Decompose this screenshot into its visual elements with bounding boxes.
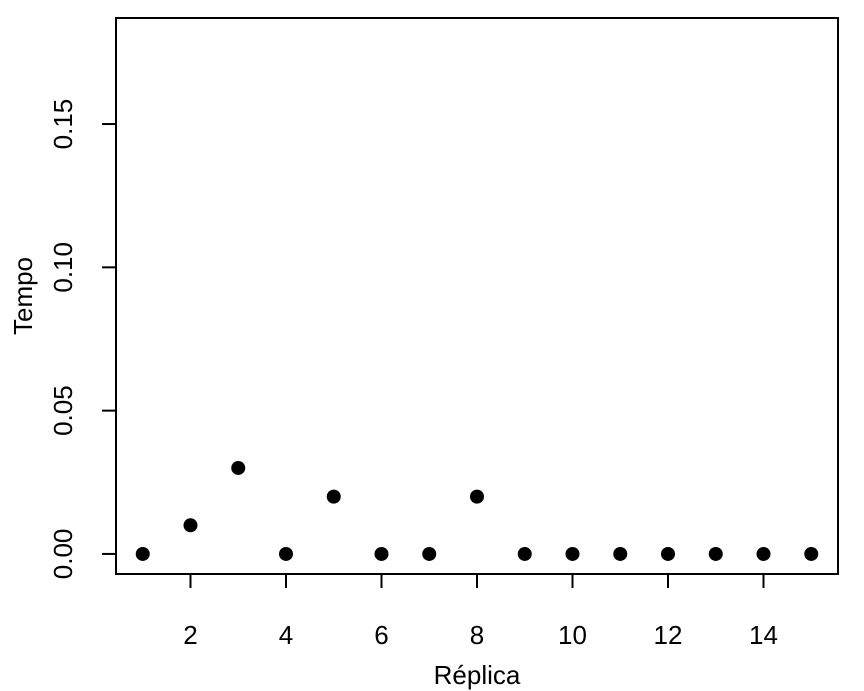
data-point (231, 460, 246, 475)
y-tick-label: 0.05 (48, 385, 78, 436)
data-point (708, 546, 723, 561)
y-axis: 0.00 0.05 0.10 0.15 (48, 99, 117, 580)
x-axis: 2 4 6 8 10 12 14 (183, 573, 778, 650)
data-point (183, 518, 198, 533)
data-point (422, 546, 437, 561)
x-tick-label: 10 (558, 620, 587, 650)
y-tick-label: 0.10 (48, 242, 78, 293)
data-point (470, 489, 484, 504)
data-point (613, 546, 628, 561)
data-point (374, 546, 389, 561)
data-point (756, 546, 771, 561)
x-tick-label: 14 (749, 620, 778, 650)
y-tick-label: 0.15 (48, 99, 78, 150)
data-point (326, 489, 341, 504)
data-points (135, 460, 819, 561)
data-point (565, 546, 580, 561)
x-tick-label: 8 (470, 620, 484, 650)
y-tick-label: 0.00 (48, 529, 78, 580)
y-axis-title: Tempo (8, 257, 38, 335)
x-tick-label: 6 (374, 620, 388, 650)
x-tick-label: 12 (654, 620, 683, 650)
data-point (278, 546, 293, 561)
data-point (135, 546, 150, 561)
x-axis-title: Réplica (434, 660, 521, 690)
data-point (804, 546, 819, 561)
data-point (517, 546, 532, 561)
x-tick-label: 4 (279, 620, 293, 650)
x-tick-label: 2 (183, 620, 197, 650)
data-point (661, 546, 676, 561)
